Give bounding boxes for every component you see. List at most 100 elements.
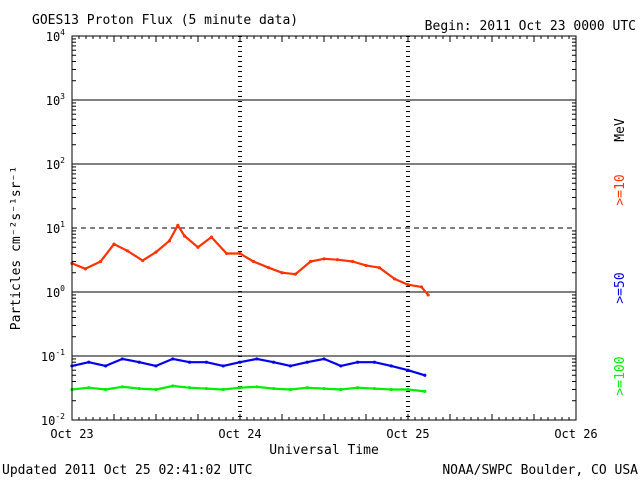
y-tick-base: 10 (46, 94, 60, 108)
x-tick-label: Oct 23 (50, 427, 93, 441)
plot-frame (71, 35, 577, 421)
data-point (280, 271, 284, 275)
y-tick-label: 10-2 (41, 412, 65, 428)
data-point (423, 389, 427, 393)
data-point (221, 387, 225, 392)
data-point (104, 387, 108, 392)
data-point (255, 357, 259, 361)
data-point (204, 360, 208, 364)
data-point (112, 242, 116, 246)
data-point (426, 293, 430, 297)
y-tick-base: 10 (46, 30, 60, 44)
data-point (350, 259, 355, 264)
x-tick-label: Oct 25 (386, 427, 429, 441)
y-tick-base: 10 (46, 286, 60, 300)
data-point (171, 384, 175, 388)
y-tick-exponent: -1 (55, 348, 65, 357)
data-point (356, 360, 360, 364)
units-label: MeV (613, 118, 628, 142)
x-tick-label: Oct 26 (554, 427, 597, 441)
data-point (356, 386, 360, 390)
x-axis-label: Universal Time (269, 443, 379, 458)
y-tick-base: 10 (46, 158, 60, 172)
x-tick-labels: Oct 23 Oct 24 Oct 25 Oct 26 (50, 427, 597, 441)
data-point (188, 360, 192, 364)
y-tick-label: 100 (46, 284, 65, 300)
grid-layer (71, 36, 577, 420)
data-point (104, 364, 108, 368)
data-point (293, 272, 298, 276)
data-point (176, 223, 180, 227)
data-point (406, 387, 410, 392)
data-point (87, 386, 91, 390)
data-point (204, 386, 208, 391)
y-tick-label: 102 (46, 156, 65, 172)
data-point (419, 285, 424, 289)
data-point (364, 263, 368, 268)
data-point (308, 259, 313, 264)
y-tick-label: 103 (46, 92, 65, 108)
data-point (83, 267, 88, 271)
legend-entry: >=50 (613, 272, 628, 303)
data-point (120, 385, 124, 389)
data-point (255, 385, 259, 389)
data-point (423, 373, 427, 377)
data-point (209, 235, 214, 239)
legend-entry: >=100 (613, 356, 628, 395)
y-tick-base: 10 (41, 414, 55, 428)
series-line-0 (71, 224, 430, 296)
data-point (372, 386, 376, 391)
y-tick-exponent: 0 (60, 284, 65, 293)
data-point (339, 364, 343, 368)
data-point (266, 266, 271, 270)
y-tick-label: 10-1 (41, 348, 65, 364)
data-point (305, 386, 309, 390)
legend: >=10 >=50 >=100 (613, 174, 628, 395)
data-point (322, 357, 326, 361)
data-point (224, 251, 229, 256)
data-point (154, 364, 158, 368)
y-tick-exponent: 2 (60, 156, 65, 165)
data-point (171, 357, 175, 361)
data-point (221, 364, 225, 368)
y-tick-exponent: 4 (60, 28, 65, 37)
data-point (288, 387, 292, 392)
data-point (238, 251, 242, 256)
y-tick-base: 10 (46, 222, 60, 236)
data-point (305, 360, 309, 364)
data-point (372, 360, 376, 364)
legend-entry: >=10 (613, 174, 628, 205)
data-point (154, 387, 158, 392)
data-point (120, 357, 124, 361)
data-point (392, 277, 397, 281)
data-point (288, 364, 292, 368)
data-point (238, 386, 242, 390)
data-point (182, 234, 187, 238)
y-tick-label: 104 (46, 28, 65, 44)
y-tick-exponent: 3 (60, 92, 65, 101)
series-line-2 (71, 384, 425, 393)
data-point (196, 245, 200, 249)
data-point (389, 387, 393, 392)
y-tick-label: 101 (46, 220, 65, 236)
data-point (406, 283, 410, 287)
data-point (377, 266, 382, 270)
begin-date-label: Begin: 2011 Oct 23 0000 UTC (425, 19, 636, 34)
y-tick-exponent: 1 (60, 220, 65, 229)
credit-label: NOAA/SWPC Boulder, CO USA (442, 463, 638, 478)
data-point (140, 258, 145, 263)
data-point (87, 360, 91, 364)
data-point (137, 386, 141, 391)
data-point (238, 360, 242, 364)
series-line-1 (71, 357, 426, 377)
y-tick-exponent: -2 (55, 412, 65, 421)
y-axis-label: Particles cm⁻²s⁻¹sr⁻¹ (9, 166, 24, 330)
y-tick-base: 10 (41, 350, 55, 364)
updated-timestamp: Updated 2011 Oct 25 02:41:02 UTC (2, 463, 252, 478)
data-point (322, 257, 326, 261)
data-point (406, 368, 410, 372)
data-point (335, 258, 340, 262)
data-point (251, 259, 256, 264)
